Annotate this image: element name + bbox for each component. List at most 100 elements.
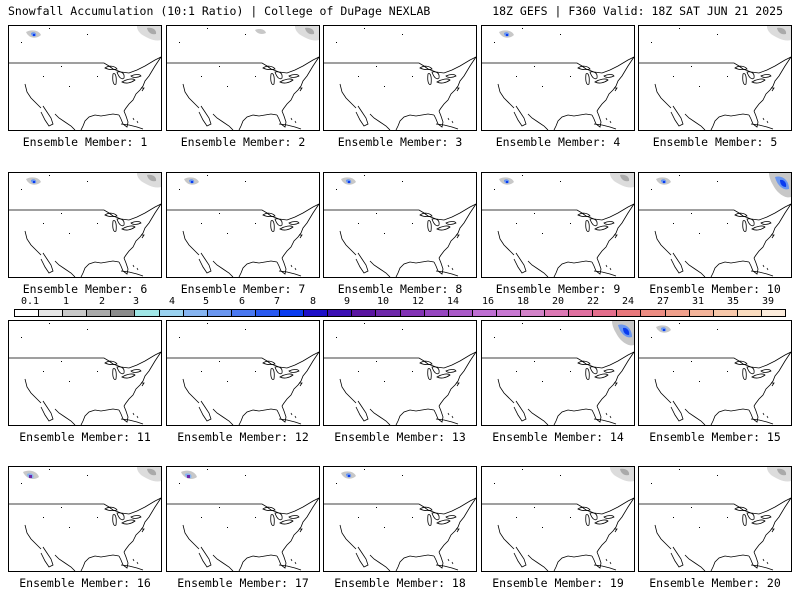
ensemble-member-map — [323, 466, 477, 572]
ensemble-member-label: Ensemble Member: 8 — [337, 282, 463, 296]
us-basemap — [9, 26, 161, 130]
us-basemap — [324, 323, 476, 425]
color-scale-label: 8 — [309, 296, 317, 307]
map-title: Snowfall Accumulation (10:1 Ratio) | Col… — [8, 4, 431, 18]
ensemble-member-map — [323, 320, 477, 426]
color-scale-swatch — [304, 310, 329, 316]
ensemble-member-label: Ensemble Member: 19 — [492, 576, 624, 590]
ensemble-member-map — [166, 466, 320, 572]
ensemble-member-label: Ensemble Member: 18 — [334, 576, 466, 590]
color-scale-swatch — [39, 310, 64, 316]
ensemble-member-label: Ensemble Member: 10 — [649, 282, 781, 296]
ensemble-member-label: Ensemble Member: 1 — [22, 135, 148, 149]
us-basemap — [324, 175, 476, 277]
color-scale-swatch — [87, 310, 112, 316]
ensemble-member-map — [481, 25, 635, 131]
color-scale-swatch — [328, 310, 353, 316]
ensemble-member-map — [166, 320, 320, 426]
ensemble-member-label: Ensemble Member: 2 — [180, 135, 306, 149]
color-scale-label: 39 — [761, 296, 775, 307]
color-scale-label: 24 — [621, 296, 635, 307]
color-scale-label: 35 — [726, 296, 740, 307]
color-scale-label: 7 — [273, 296, 281, 307]
color-scale-swatch — [183, 310, 208, 316]
us-basemap — [167, 469, 319, 571]
us-basemap — [639, 467, 791, 571]
color-scale-swatch — [207, 310, 232, 316]
color-scale-label: 5 — [202, 296, 210, 307]
ensemble-member-label: Ensemble Member: 12 — [177, 430, 309, 444]
color-scale-swatch — [231, 310, 256, 316]
ensemble-member-map — [8, 25, 162, 131]
color-scale-swatch — [63, 310, 88, 316]
us-basemap — [639, 26, 791, 130]
us-basemap — [9, 173, 161, 277]
color-scale-label: 14 — [446, 296, 460, 307]
color-scale-swatch — [496, 310, 521, 316]
us-basemap — [482, 321, 634, 425]
color-scale-label: 9 — [343, 296, 351, 307]
ensemble-member-label: Ensemble Member: 17 — [177, 576, 309, 590]
ensemble-member-label: Ensemble Member: 3 — [337, 135, 463, 149]
ensemble-member-label: Ensemble Member: 9 — [495, 282, 621, 296]
ensemble-member-label: Ensemble Member: 15 — [649, 430, 781, 444]
color-scale-swatch — [593, 310, 618, 316]
color-scale-label: 1 — [62, 296, 70, 307]
color-scale-swatch — [545, 310, 570, 316]
us-basemap — [167, 26, 319, 130]
color-scale-swatch — [400, 310, 425, 316]
color-scale-label: 2 — [98, 296, 106, 307]
us-basemap — [9, 467, 161, 571]
color-scale-bar — [14, 309, 786, 317]
us-basemap — [482, 28, 634, 130]
color-scale-swatch — [135, 310, 160, 316]
us-basemap — [482, 173, 634, 277]
color-scale-label: 20 — [551, 296, 565, 307]
ensemble-member-map — [481, 172, 635, 278]
ensemble-member-label: Ensemble Member: 20 — [649, 576, 781, 590]
color-scale-label: 16 — [481, 296, 495, 307]
ensemble-member-map — [8, 320, 162, 426]
color-scale-swatch — [569, 310, 594, 316]
color-scale-swatch — [15, 310, 40, 316]
color-scale-swatch — [472, 310, 497, 316]
ensemble-member-map — [638, 320, 792, 426]
ensemble-member-label: Ensemble Member: 6 — [22, 282, 148, 296]
ensemble-member-label: Ensemble Member: 5 — [652, 135, 778, 149]
ensemble-member-label: Ensemble Member: 4 — [495, 135, 621, 149]
color-scale-swatch — [352, 310, 377, 316]
ensemble-member-map — [8, 172, 162, 278]
color-scale-swatch — [520, 310, 546, 316]
ensemble-member-map — [481, 320, 635, 426]
ensemble-member-map — [638, 466, 792, 572]
ensemble-member-label: Ensemble Member: 16 — [19, 576, 151, 590]
color-scale-label: 4 — [168, 296, 176, 307]
color-scale-swatch — [737, 310, 762, 316]
us-basemap — [167, 175, 319, 277]
us-basemap — [9, 323, 161, 425]
color-scale-swatch — [665, 310, 690, 316]
color-scale-swatch — [255, 310, 281, 316]
color-scale-swatch — [641, 310, 666, 316]
ensemble-member-map — [166, 25, 320, 131]
ensemble-member-map — [323, 25, 477, 131]
color-scale-label: 22 — [586, 296, 600, 307]
model-valid-time: 18Z GEFS | F360 Valid: 18Z SAT JUN 21 20… — [492, 4, 783, 18]
us-basemap — [482, 467, 634, 571]
color-scale-label: 31 — [691, 296, 705, 307]
us-basemap — [639, 323, 791, 425]
color-scale-swatch — [448, 310, 473, 316]
us-basemap — [324, 469, 476, 571]
us-basemap — [167, 323, 319, 425]
color-scale-label: 3 — [132, 296, 140, 307]
color-scale-label: 6 — [238, 296, 246, 307]
color-scale-swatch — [159, 310, 184, 316]
color-scale-swatch — [617, 310, 642, 316]
ensemble-member-label: Ensemble Member: 14 — [492, 430, 624, 444]
ensemble-member-label: Ensemble Member: 7 — [180, 282, 306, 296]
color-scale-swatch — [376, 310, 401, 316]
color-scale-swatch — [713, 310, 738, 316]
color-scale-swatch — [689, 310, 714, 316]
ensemble-member-map — [481, 466, 635, 572]
color-scale-label: 27 — [656, 296, 670, 307]
